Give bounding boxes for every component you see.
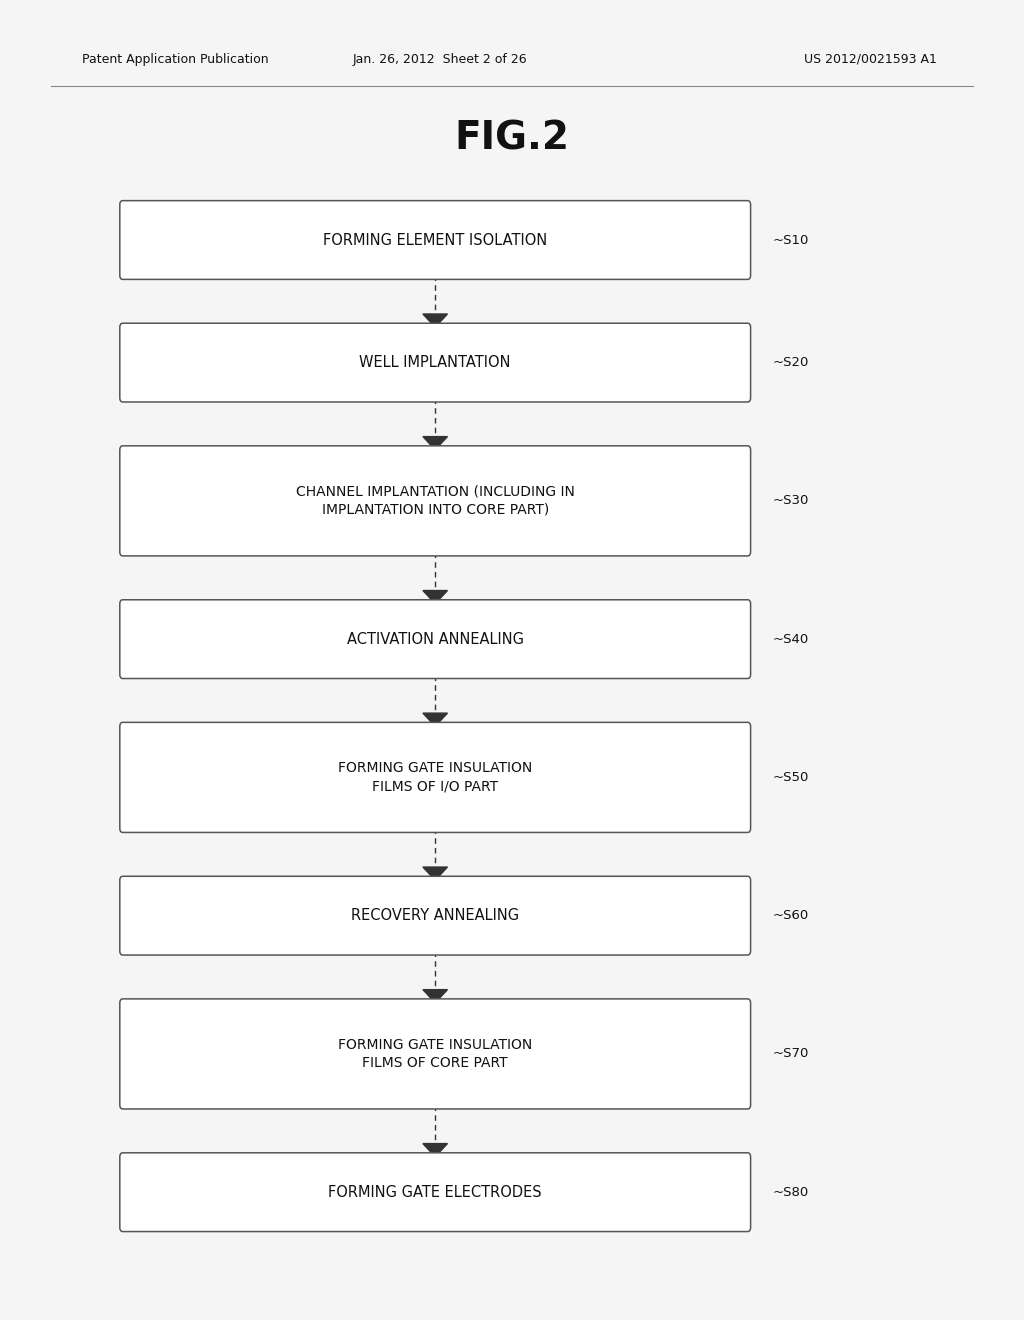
Text: US 2012/0021593 A1: US 2012/0021593 A1 [804,53,937,66]
Text: ~S80: ~S80 [773,1185,809,1199]
Text: Patent Application Publication: Patent Application Publication [82,53,268,66]
Text: FORMING GATE ELECTRODES: FORMING GATE ELECTRODES [329,1184,542,1200]
Text: WELL IMPLANTATION: WELL IMPLANTATION [359,355,511,370]
Polygon shape [423,990,447,1003]
Text: ~S50: ~S50 [773,771,810,784]
Text: ~S40: ~S40 [773,632,809,645]
Polygon shape [423,1143,447,1156]
FancyBboxPatch shape [120,999,751,1109]
Text: RECOVERY ANNEALING: RECOVERY ANNEALING [351,908,519,923]
FancyBboxPatch shape [120,446,751,556]
Text: ~S70: ~S70 [773,1048,810,1060]
Polygon shape [423,867,447,880]
Text: ~S30: ~S30 [773,495,810,507]
Text: ~S20: ~S20 [773,356,810,370]
FancyBboxPatch shape [120,201,751,280]
FancyBboxPatch shape [120,323,751,403]
Text: ACTIVATION ANNEALING: ACTIVATION ANNEALING [347,632,523,647]
FancyBboxPatch shape [120,876,751,956]
Text: Jan. 26, 2012  Sheet 2 of 26: Jan. 26, 2012 Sheet 2 of 26 [353,53,527,66]
Polygon shape [423,314,447,327]
FancyBboxPatch shape [120,1152,751,1232]
Polygon shape [423,590,447,603]
Text: FORMING GATE INSULATION
FILMS OF I/O PART: FORMING GATE INSULATION FILMS OF I/O PAR… [338,762,532,793]
Text: ~S60: ~S60 [773,909,809,923]
FancyBboxPatch shape [120,599,751,678]
Text: FIG.2: FIG.2 [455,120,569,157]
FancyBboxPatch shape [120,722,751,833]
Text: CHANNEL IMPLANTATION (INCLUDING IN
IMPLANTATION INTO CORE PART): CHANNEL IMPLANTATION (INCLUDING IN IMPLA… [296,484,574,517]
Polygon shape [423,437,447,450]
Polygon shape [423,713,447,726]
Text: ~S10: ~S10 [773,234,810,247]
Text: FORMING ELEMENT ISOLATION: FORMING ELEMENT ISOLATION [324,232,547,248]
Text: FORMING GATE INSULATION
FILMS OF CORE PART: FORMING GATE INSULATION FILMS OF CORE PA… [338,1038,532,1069]
